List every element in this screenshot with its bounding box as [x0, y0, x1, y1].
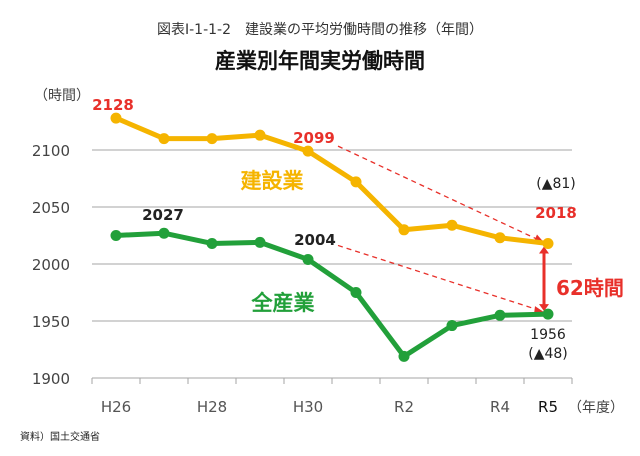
x-axis-label: （年度） [568, 400, 624, 416]
x-tick-label: H30 [293, 398, 323, 416]
y-tick-label: 1950 [32, 313, 70, 331]
data-point [542, 237, 554, 249]
label-all-h27: 2027 [142, 206, 184, 224]
data-point [350, 176, 362, 188]
data-point [206, 133, 218, 145]
label-construction-diff: (▲81) [536, 176, 576, 192]
legend-construction: 建設業 [241, 169, 305, 193]
data-point [302, 145, 314, 157]
source-note: 資料）国土交通省 [20, 430, 100, 443]
data-point [398, 350, 410, 362]
label-all-diff: (▲48) [528, 346, 568, 362]
y-tick-label: 1900 [32, 370, 70, 388]
data-point [494, 232, 506, 244]
label-all-h30: 2004 [294, 231, 336, 249]
x-tick-label: H28 [197, 398, 227, 416]
y-tick-label: 2050 [32, 199, 70, 217]
chart-caption: 図表Ⅰ-1-1-2 建設業の平均労働時間の推移（年間） [157, 22, 483, 38]
label-gap: 62時間 [556, 276, 624, 300]
gap-arrowhead-bottom [539, 304, 549, 312]
data-point [206, 237, 218, 249]
data-point [254, 129, 266, 141]
gap-arrowhead-top [539, 246, 549, 254]
data-point [350, 287, 362, 298]
data-point [110, 112, 122, 124]
data-point [542, 308, 554, 320]
data-point [446, 219, 458, 231]
label-all-r5: 1956 [530, 327, 566, 343]
x-tick-label: R4 [490, 398, 510, 416]
label-construction-h26: 2128 [92, 96, 134, 114]
data-point [110, 230, 122, 241]
chart-title: 産業別年間実労働時間 [215, 49, 425, 73]
label-construction-r5: 2018 [535, 204, 577, 222]
x-tick-label: R2 [394, 398, 414, 416]
y-tick-label: 2100 [32, 142, 70, 160]
label-construction-h30: 2099 [293, 129, 335, 147]
x-tick-label: R5 [538, 398, 558, 416]
x-tick-label: H26 [101, 398, 131, 416]
y-tick-label: 2000 [32, 256, 70, 274]
y-axis-label: （時間） [34, 88, 90, 104]
data-point [302, 253, 314, 265]
data-point [494, 309, 506, 321]
data-point [158, 133, 170, 145]
series-line-construction [115, 115, 549, 246]
trend-arrow-all [337, 244, 543, 312]
data-point [446, 320, 458, 332]
data-point [254, 236, 266, 248]
trend-arrow-construction [337, 145, 543, 243]
legend-all-industries: 全産業 [251, 291, 316, 315]
data-point [398, 224, 410, 236]
data-point [158, 227, 170, 239]
series-line-all-industries [115, 230, 549, 359]
